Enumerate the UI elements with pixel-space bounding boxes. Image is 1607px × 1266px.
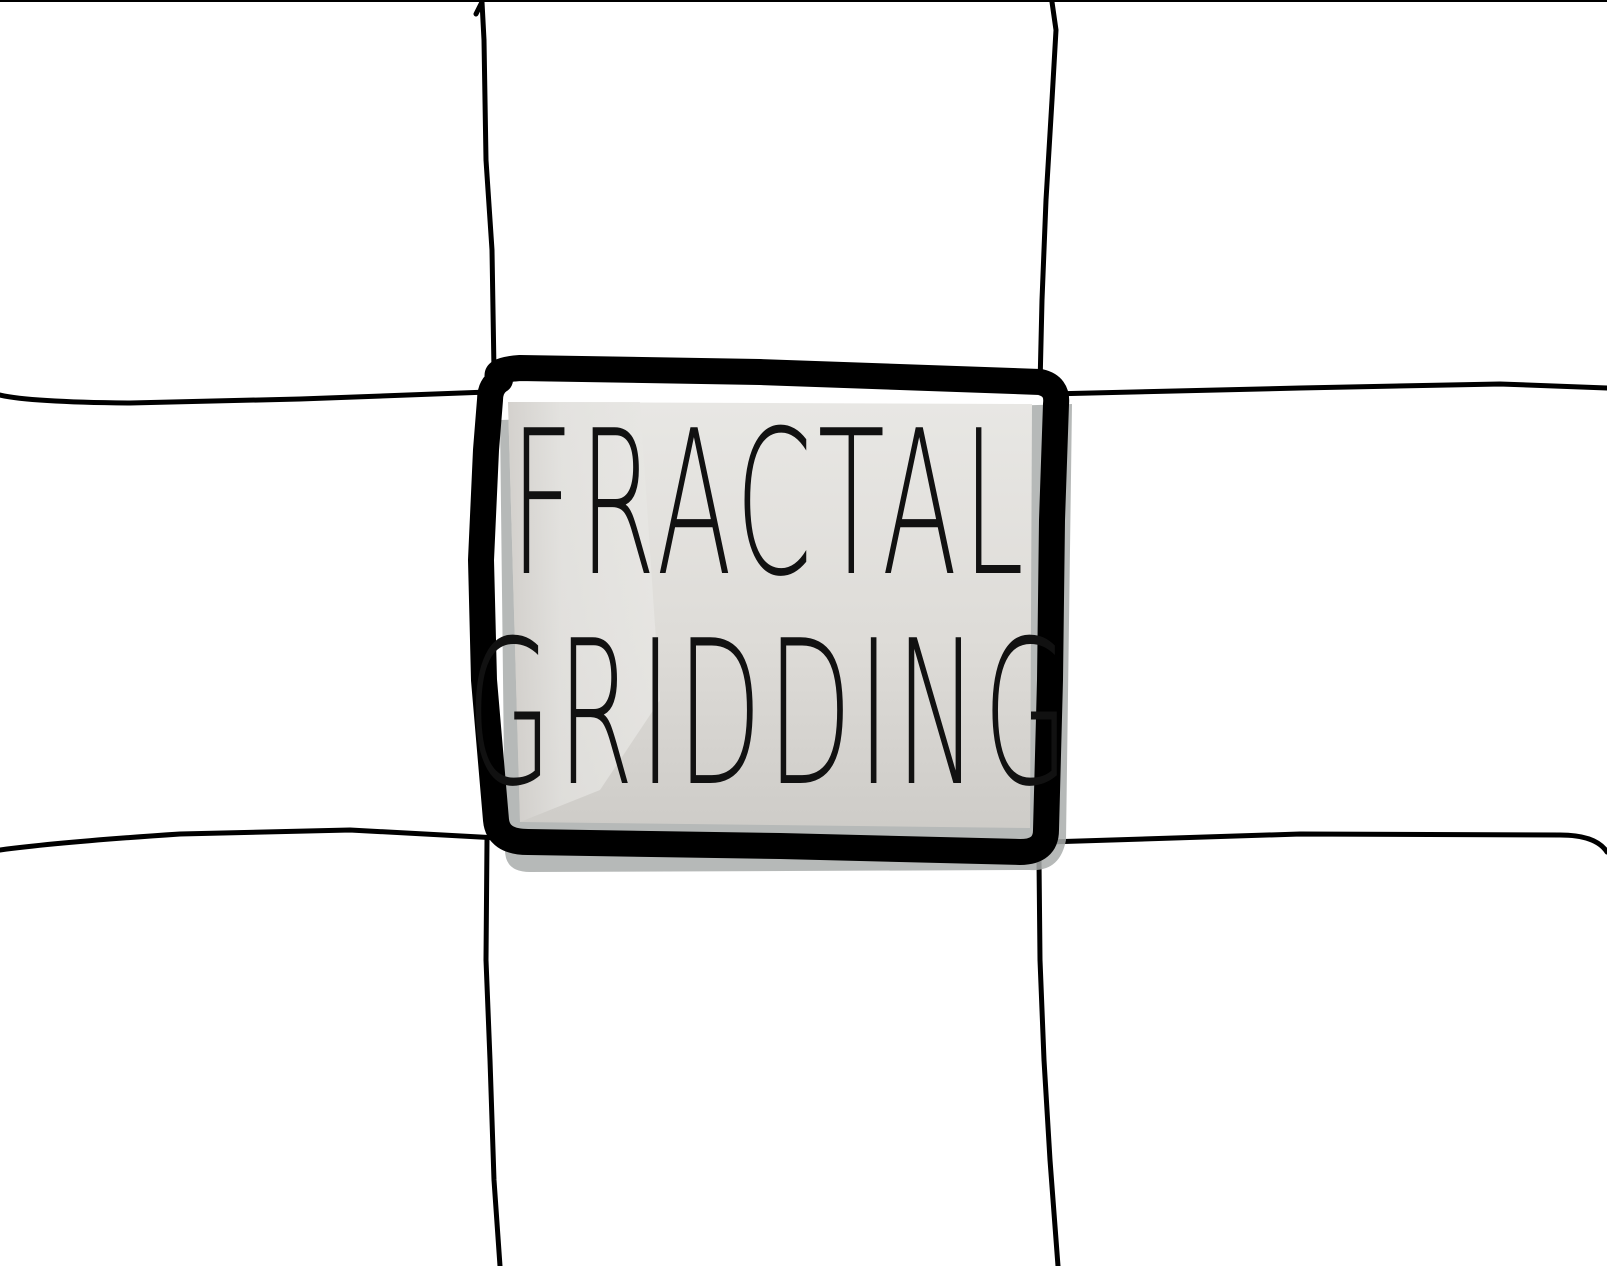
box-fill-left-shade xyxy=(508,402,660,822)
box-outline xyxy=(468,355,1070,865)
grid-line-right-vertical xyxy=(1036,0,1061,1266)
title-line-2: GRIDDING xyxy=(466,598,1074,831)
grid-line-left-vertical xyxy=(473,0,503,1266)
title-line-1: FRACTAL xyxy=(510,388,1030,621)
title-block: FRACTAL GRIDDING xyxy=(466,388,1068,825)
grid-line-top-horizontal xyxy=(0,381,1607,406)
grid-line-bottom-horizontal xyxy=(0,827,1607,855)
